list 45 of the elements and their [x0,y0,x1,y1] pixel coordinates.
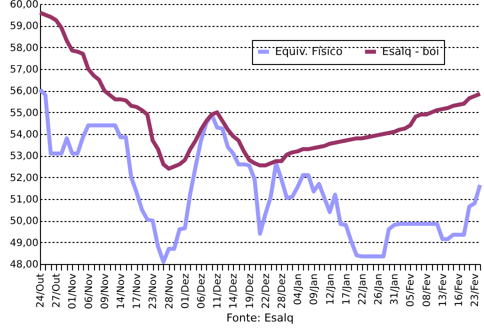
x-tick-label: 01/Dez [180,274,192,309]
x-tick-label: 31/Jan [390,274,401,306]
y-tick-label: 50,00 [10,216,38,228]
y-tick-label: 49,00 [10,238,38,249]
x-tick-label: 13/Fev [438,273,449,307]
x-tick-label: 09/Jan [309,274,320,306]
y-tick-label: 55,00 [10,108,38,119]
y-tick-label: 57,00 [10,64,38,76]
x-tick-label: 06/Nov [84,273,95,310]
y-tick-label: 59,00 [10,21,38,32]
x-tick-label: 11/Dez [212,274,224,309]
y-tick-label: 60,00 [10,0,38,10]
x-tick-label: 06/Dez [196,274,208,309]
x-tick-label: 28/Dez [276,274,288,309]
x-tick-label: 12/Jan [325,274,336,306]
legend-label: Esalq - boi [382,44,440,58]
y-tick-label: 51,00 [10,194,38,206]
x-tick-label: 28/Nov [164,273,176,310]
x-tick-label: 22/Jan [357,274,368,306]
x-tick-label: 17/Nov [132,273,144,310]
x-tick-label: 14/Nov [116,273,127,310]
x-tick-label: 22/Dez [260,274,272,309]
y-tick-label: 53,00 [10,151,38,162]
x-tick-label: 14/Dez [228,274,240,309]
x-tick-label: 24/Out [36,273,46,308]
x-tick-label: 05/Fev [406,273,417,307]
x-tick-label: 26/Jan [374,274,385,306]
x-tick-label: 04/Jan [293,274,304,306]
x-tick-label: 09/Nov [100,273,111,310]
source-note: Fonte: Esalq [226,312,294,325]
x-tick-label: 23/Nov [148,273,160,310]
x-tick-label: 08/Fev [422,273,433,307]
legend-label: Equiv. Físico [275,44,343,58]
y-tick-label: 52,00 [10,172,38,184]
y-tick-label: 48,00 [10,260,38,270]
x-tick-label: 27/Out [52,273,63,308]
y-tick-label: 56,00 [10,86,38,98]
x-tick-label: 23/Fev [470,273,482,307]
x-tick-label: 19/Dez [244,274,256,309]
y-tick-label: 54,00 [10,130,38,140]
x-tick-label: 17/Jan [341,274,352,306]
x-tick-label: 16/Fev [454,273,466,307]
x-tick-label: 01/Nov [68,273,79,310]
line-series [38,10,482,171]
y-tick-label: 58,00 [10,42,38,54]
